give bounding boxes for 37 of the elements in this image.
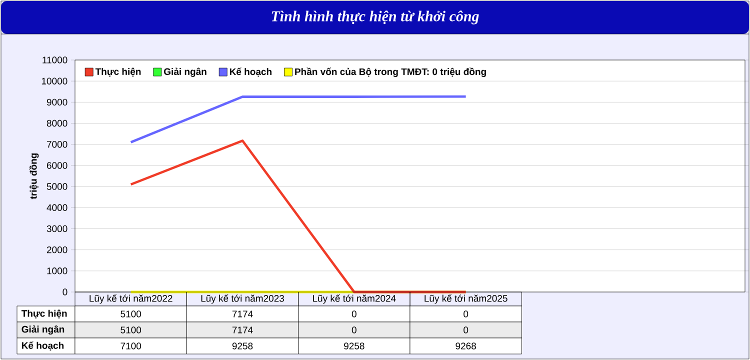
legend-label: Phần vốn của Bộ trong TMĐT: 0 triệu đồng <box>295 68 486 77</box>
chart-title: Tình hình thực hiện từ khởi công <box>272 10 479 24</box>
data-label: 7100 <box>120 342 142 350</box>
legend-label: Giải ngân <box>164 68 206 77</box>
y-tick-label: 4000 <box>46 204 68 211</box>
legend-label: Kế hoạch <box>230 68 272 77</box>
y-tick-label: 9000 <box>46 98 68 106</box>
y-tick-label: 2000 <box>46 246 68 254</box>
data-label: 9258 <box>344 342 364 350</box>
data-label: 9258 <box>232 342 253 350</box>
y-tick-label: 6000 <box>46 162 68 169</box>
data-label: 7174 <box>232 310 253 318</box>
y-tick-label: 5000 <box>46 183 68 190</box>
text: Giải ngân <box>22 325 64 335</box>
y-tick-label: 7000 <box>46 141 68 148</box>
data-label: 0 <box>464 310 468 318</box>
y-tick-label: 10000 <box>42 78 68 84</box>
data-label: 9268 <box>456 342 476 350</box>
x-tick-label: Lũy kế tới năm2025 <box>424 294 508 304</box>
data-label: 5100 <box>120 310 142 318</box>
x-tick-label: Lũy kế tới năm2024 <box>313 294 396 304</box>
text: Kế hoạch <box>22 341 64 350</box>
data-label: 0 <box>352 310 356 318</box>
text: 7174 <box>232 326 253 334</box>
y-tick-label: 0 <box>62 288 68 296</box>
text: 0 <box>352 326 356 334</box>
x-tick-label: Lũy kế tới năm2022 <box>90 294 172 304</box>
text: Thực hiện <box>21 310 67 318</box>
legend-label: Thực hiện <box>95 68 141 77</box>
y-axis-title: triệu đồng <box>29 153 39 200</box>
y-tick-label: 11000 <box>42 56 68 64</box>
y-tick-label: 8000 <box>46 120 68 127</box>
x-tick-label: Lũy kế tới năm2023 <box>201 294 284 304</box>
text: 5100 <box>120 326 142 334</box>
text: 0 <box>464 326 468 334</box>
y-tick-label: 1000 <box>47 268 68 274</box>
y-tick-label: 3000 <box>46 225 68 232</box>
